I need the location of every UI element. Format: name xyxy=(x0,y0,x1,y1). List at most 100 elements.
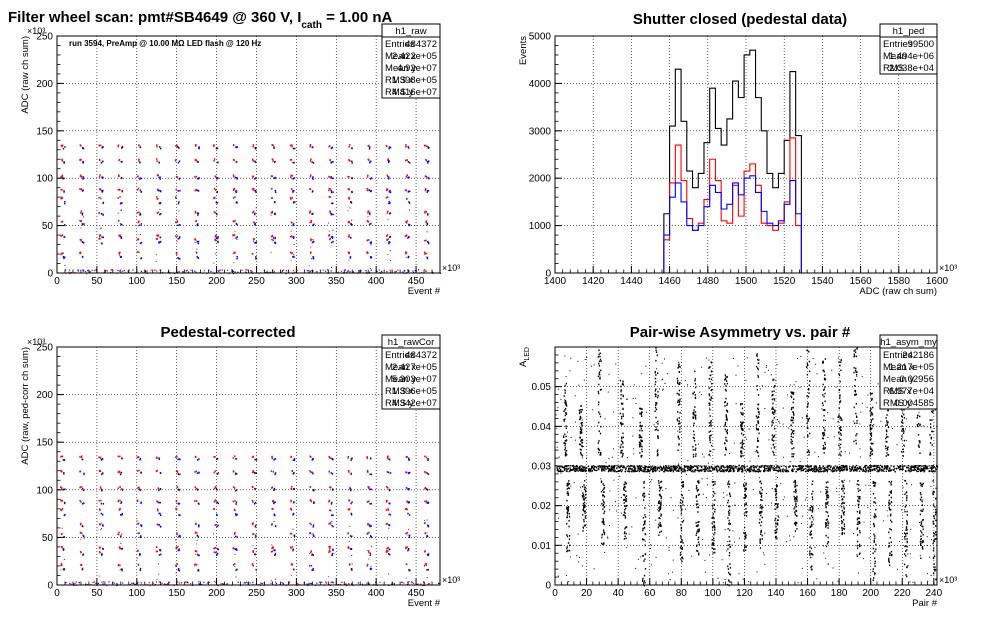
point xyxy=(836,466,838,469)
stats-label: Mean xyxy=(883,51,907,62)
point xyxy=(793,468,795,470)
point xyxy=(602,469,604,472)
point xyxy=(799,466,801,468)
point xyxy=(660,515,662,517)
point xyxy=(694,449,697,451)
point-red xyxy=(232,189,235,192)
point xyxy=(823,470,826,472)
point-red xyxy=(253,189,255,192)
point xyxy=(708,424,711,427)
point xyxy=(805,470,807,473)
point-blue xyxy=(331,520,333,522)
point-red xyxy=(155,158,158,160)
point xyxy=(680,527,683,530)
point xyxy=(784,470,786,472)
y-tick-label: 0 xyxy=(47,269,53,280)
point xyxy=(641,429,643,432)
point-red xyxy=(367,532,369,534)
point xyxy=(602,500,605,503)
point xyxy=(729,581,731,583)
point-red xyxy=(155,546,158,549)
point xyxy=(768,466,771,468)
point xyxy=(749,467,751,470)
point xyxy=(721,468,724,471)
point xyxy=(654,406,657,409)
point-blue xyxy=(144,270,146,272)
point xyxy=(639,441,641,444)
point xyxy=(839,469,842,471)
point-red xyxy=(213,508,215,510)
point-red xyxy=(405,471,407,474)
point-red xyxy=(252,564,254,567)
point xyxy=(723,471,725,473)
point-blue xyxy=(197,502,200,505)
point xyxy=(726,432,729,435)
point-blue xyxy=(253,472,256,474)
point-blue xyxy=(197,212,200,215)
point xyxy=(599,355,601,358)
point-red xyxy=(60,469,62,472)
point-red xyxy=(232,234,234,237)
point-red xyxy=(245,581,248,583)
point xyxy=(582,494,585,496)
point-blue xyxy=(63,257,65,260)
point xyxy=(708,436,711,439)
point-red xyxy=(113,582,115,584)
point xyxy=(678,371,680,373)
point xyxy=(834,465,837,467)
point-red xyxy=(176,235,179,238)
point xyxy=(579,432,582,435)
point-red xyxy=(406,220,408,222)
point xyxy=(585,467,587,469)
point xyxy=(658,484,660,487)
point xyxy=(740,451,742,454)
point xyxy=(759,466,761,468)
point xyxy=(657,420,659,423)
point-red xyxy=(329,176,331,178)
point xyxy=(768,467,770,470)
point-red xyxy=(218,269,220,271)
point xyxy=(620,385,622,388)
point xyxy=(745,507,747,510)
point-red xyxy=(272,158,274,161)
point xyxy=(865,464,867,467)
point-red xyxy=(270,211,273,214)
point xyxy=(639,445,641,448)
point-red xyxy=(80,240,82,242)
point xyxy=(876,469,879,471)
point-blue xyxy=(408,488,410,491)
point xyxy=(602,519,604,521)
point xyxy=(856,467,859,469)
point xyxy=(647,469,650,471)
point-blue xyxy=(216,458,218,461)
point-red xyxy=(201,583,203,586)
x-tick-label: 1560 xyxy=(849,276,872,287)
point xyxy=(815,466,818,468)
point xyxy=(563,395,565,397)
point-blue xyxy=(196,240,198,242)
point-blue xyxy=(274,578,276,580)
point xyxy=(673,464,675,467)
point-blue xyxy=(206,582,208,584)
point xyxy=(625,505,627,507)
point xyxy=(925,468,928,470)
point xyxy=(557,469,560,471)
point-red xyxy=(233,252,235,255)
point xyxy=(721,470,723,472)
point xyxy=(677,411,679,413)
point xyxy=(806,465,808,467)
point-blue xyxy=(351,554,353,556)
point-blue xyxy=(235,161,238,163)
point-blue xyxy=(121,457,123,460)
point-red xyxy=(156,145,158,148)
point xyxy=(736,470,739,473)
point xyxy=(598,440,600,442)
point xyxy=(626,526,628,528)
point xyxy=(885,470,888,472)
point-blue xyxy=(215,487,218,490)
point-blue xyxy=(198,472,200,474)
point-red xyxy=(405,145,407,148)
point xyxy=(566,535,569,538)
point xyxy=(584,468,587,470)
point-blue xyxy=(351,535,353,538)
